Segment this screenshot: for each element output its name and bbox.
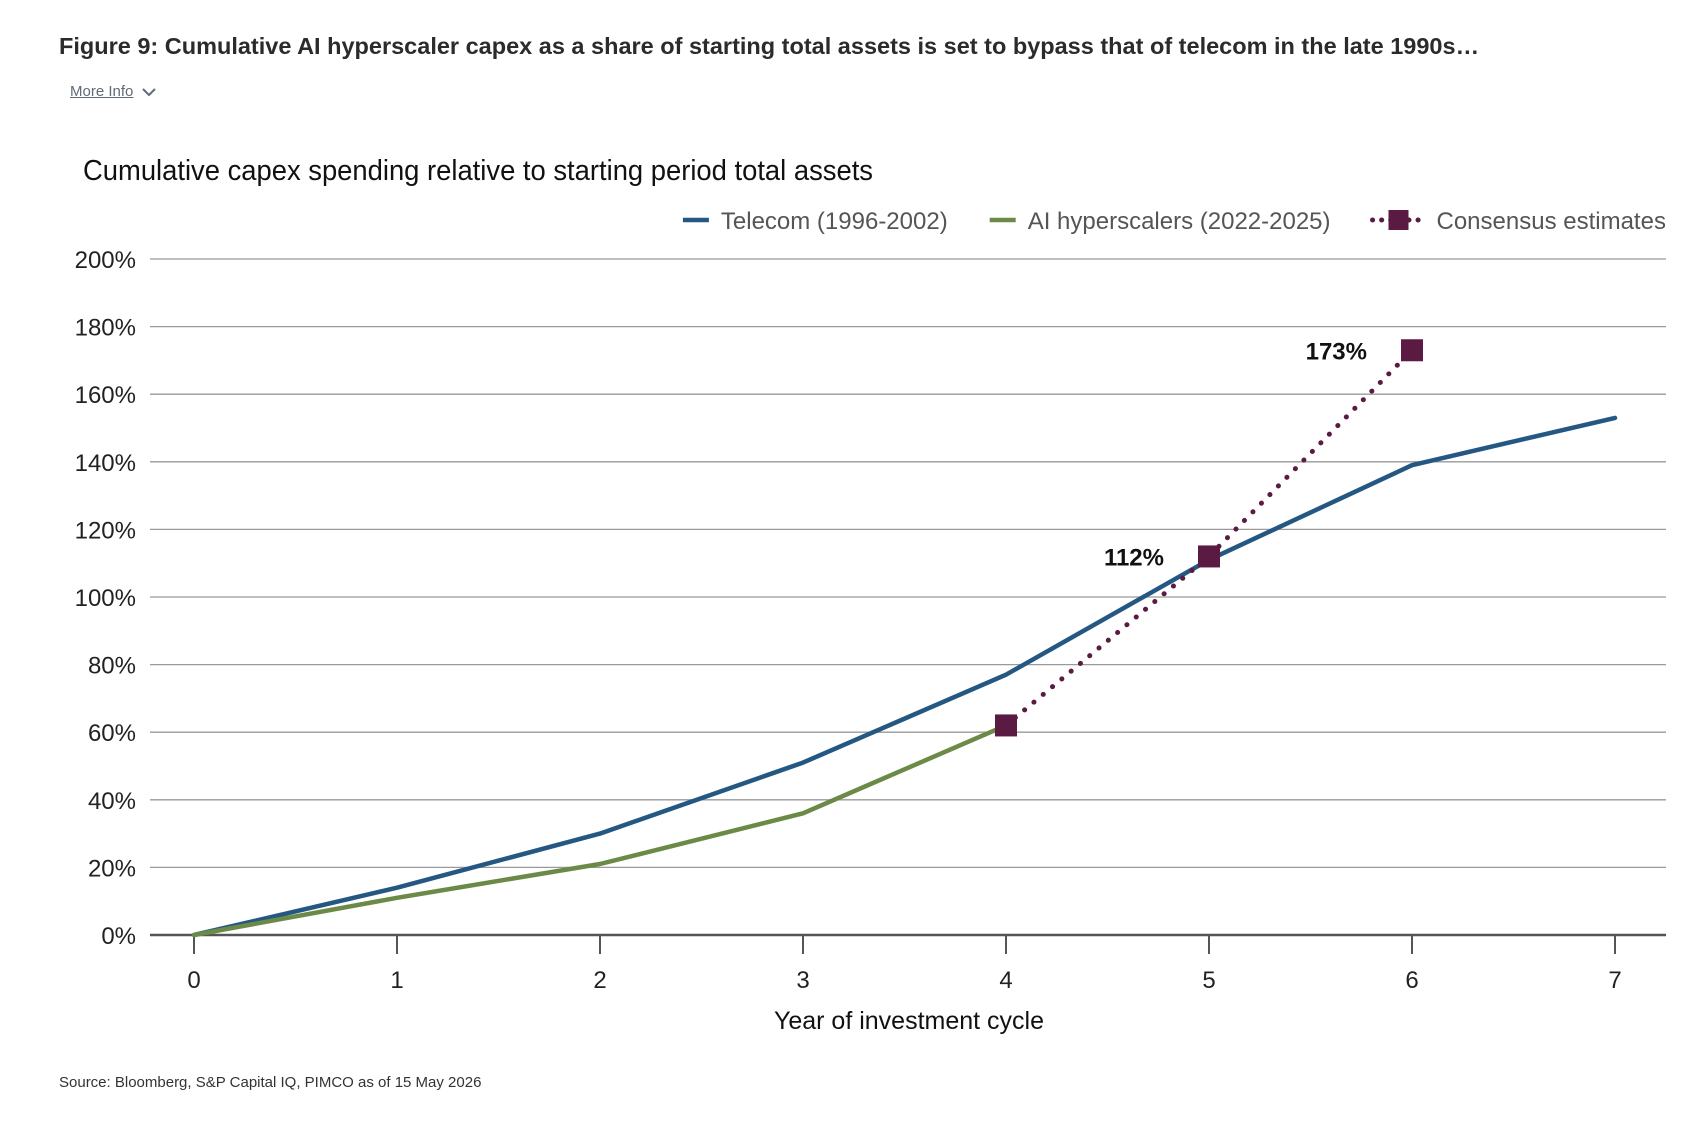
y-tick-label: 160%	[75, 382, 136, 409]
series-line-consensus-estimates	[1003, 347, 1415, 728]
y-tick-label: 80%	[88, 653, 136, 680]
y-tick-label: 20%	[88, 855, 136, 882]
data-label: 173%	[1306, 338, 1367, 365]
chart-title: Cumulative capex spending relative to st…	[83, 155, 873, 187]
y-tick-label: 60%	[88, 720, 136, 747]
legend-label: AI hyperscalers (2022-2025)	[1028, 208, 1331, 235]
x-axis: 0 1 2 3 4 5 6 7	[150, 933, 1666, 994]
y-axis-ticks: 0% 20% 40% 60% 80% 100% 120% 140% 160% 180% 200%	[75, 247, 136, 950]
x-tick-label: 2	[593, 967, 606, 994]
data-point-marker	[995, 714, 1017, 737]
y-tick-label: 120%	[75, 517, 136, 544]
legend-item: Telecom (1996-2002)	[682, 208, 948, 235]
data-label: 112%	[1104, 544, 1164, 571]
y-tick-label: 140%	[75, 450, 136, 477]
series-line-telecom-1996-2002	[191, 415, 1618, 938]
x-tick-label: 6	[1405, 967, 1418, 994]
series-layer	[191, 339, 1618, 938]
x-tick-label: 0	[187, 967, 200, 994]
figure-title: Figure 9: Cumulative AI hyperscaler cape…	[59, 33, 1480, 59]
y-tick-label: 0%	[101, 923, 136, 950]
y-tick-label: 100%	[75, 585, 136, 612]
gridlines	[150, 258, 1666, 869]
legend-label: Consensus estimates	[1437, 208, 1666, 235]
y-tick-label: 200%	[75, 247, 136, 274]
x-tick-label: 4	[999, 967, 1012, 994]
series-line-ai-hyperscalers-2022-2025	[191, 723, 1009, 938]
data-point-marker	[1401, 339, 1423, 362]
legend-item: AI hyperscalers (2022-2025)	[989, 208, 1331, 235]
more-info-label: More Info	[70, 83, 134, 100]
more-info-toggle[interactable]: More Info	[70, 83, 157, 100]
y-tick-label: 180%	[75, 315, 136, 342]
source-note: Source: Bloomberg, S&P Capital IQ, PIMCO…	[59, 1074, 482, 1091]
annotations: 112% 173%	[1104, 338, 1367, 571]
chart: Cumulative capex spending relative to st…	[75, 155, 1666, 1035]
x-tick-label: 1	[390, 967, 403, 994]
x-tick-label: 3	[796, 967, 809, 994]
x-tick-label: 5	[1202, 967, 1215, 994]
legend-label: Telecom (1996-2002)	[721, 208, 948, 235]
legend: Telecom (1996-2002) AI hyperscalers (2022…	[682, 208, 1666, 235]
legend-swatch-marker	[1388, 210, 1409, 230]
legend-item: Consensus estimates	[1370, 208, 1666, 235]
data-point-marker	[1198, 545, 1220, 568]
chevron-down-icon	[142, 87, 157, 96]
legend-swatch	[1370, 210, 1427, 230]
x-tick-label: 7	[1608, 967, 1621, 994]
y-tick-label: 40%	[88, 788, 136, 815]
x-axis-label: Year of investment cycle	[774, 1007, 1044, 1035]
